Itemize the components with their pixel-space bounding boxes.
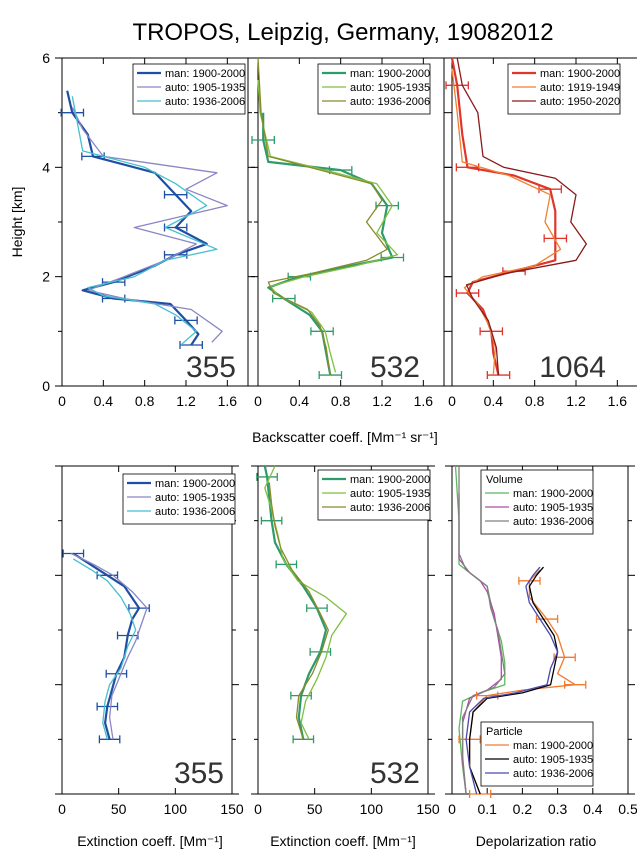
- panel-depol: 0 0.1 0.2 0.3 0.4 0.5 Volume man: 1900-2000 auto…: [445, 465, 637, 817]
- wavelength-label: 1064: [539, 351, 606, 384]
- x-tick-label: 150: [416, 801, 440, 817]
- x-tick-label: 1.2: [176, 393, 196, 409]
- x-tick-label: 50: [111, 801, 127, 817]
- legend-entry: auto: 1936-2006: [350, 502, 430, 514]
- legend-entry: man: 1900-2000: [155, 478, 235, 490]
- legend-box: [480, 469, 594, 535]
- series-line: [458, 466, 506, 795]
- x-tick-label: 0.4: [484, 393, 504, 409]
- legend-entry: man: 1900-2000: [540, 68, 620, 80]
- x-tick-label: 50: [307, 801, 323, 817]
- x-tick-label: 0.8: [525, 393, 545, 409]
- x-tick-label: 1.6: [218, 393, 238, 409]
- legend-title: Particle: [486, 726, 523, 738]
- legend-entry: man: 1900-2000: [513, 488, 593, 500]
- series-line: [66, 90, 208, 346]
- xlabel-extinction-532: Extinction coeff. [Mm⁻¹]: [270, 833, 416, 849]
- x-tick-label: 0.4: [583, 801, 603, 817]
- legend-entry: auto: 1905-1935: [350, 488, 430, 500]
- series-line: [72, 558, 137, 740]
- series-line: [71, 106, 228, 343]
- y-axis-label: Height [km]: [9, 187, 25, 258]
- xlabel-depolarization: Depolarization ratio: [476, 833, 597, 849]
- y-tick-label: 6: [42, 50, 50, 66]
- x-tick-label: 0: [448, 801, 456, 817]
- panel-bsc355: 0 0.4 0.8 1.2 1.6 0 2 4 6 Height [km] man: 1900-20…: [9, 50, 255, 409]
- legend-box: [480, 721, 594, 787]
- xlabel-backscatter: Backscatter coeff. [Mm⁻¹ sr⁻¹]: [252, 429, 438, 445]
- legend-entry: auto: 1919-1949: [540, 82, 620, 94]
- series-line: [456, 57, 587, 376]
- series-line: [257, 57, 388, 376]
- x-tick-label: 100: [164, 801, 188, 817]
- legend-entry: auto: 1950-2020: [540, 96, 620, 108]
- series-line: [454, 465, 506, 795]
- x-tick-label: 1.6: [414, 393, 434, 409]
- xlabel-extinction-355: Extinction coeff. [Mm⁻¹]: [77, 833, 223, 849]
- legend-entry: man: 1900-2000: [513, 740, 593, 752]
- wavelength-label: 355: [186, 351, 236, 384]
- x-tick-label: 0: [448, 393, 456, 409]
- x-tick-label: 1.2: [372, 393, 392, 409]
- x-tick-label: 0.4: [94, 393, 114, 409]
- legend-entry: auto: 1905-1935: [513, 502, 593, 514]
- x-tick-label: 0.8: [135, 393, 155, 409]
- legend-entry: auto: 1936-2006: [165, 96, 245, 108]
- panel-ext355: 0 50 100 150 man: 1900-2000 auto: 1905-1935 au…: [55, 465, 244, 817]
- x-tick-label: 1.6: [608, 393, 628, 409]
- series-line: [70, 552, 148, 740]
- x-tick-label: 0: [58, 801, 66, 817]
- series-line: [72, 552, 141, 740]
- legend-entry: auto: 1905-1935: [165, 82, 245, 94]
- wavelength-label: 532: [370, 757, 420, 790]
- series-line: [263, 465, 328, 740]
- series-line: [465, 566, 559, 795]
- x-tick-label: 0: [58, 393, 66, 409]
- y-tick-label: 4: [42, 159, 50, 175]
- legend-entry: auto: 1905-1935: [350, 82, 430, 94]
- x-tick-label: 0: [254, 393, 262, 409]
- x-tick-label: 100: [360, 801, 384, 817]
- legend-title: Volume: [486, 474, 523, 486]
- x-tick-label: 0.2: [513, 801, 533, 817]
- wavelength-label: 532: [370, 351, 420, 384]
- panels: 0 0.4 0.8 1.2 1.6 0 2 4 6 Height [km] man: 1900-20…: [9, 50, 637, 817]
- x-tick-label: 1.2: [566, 393, 586, 409]
- legend-entry: auto: 1905-1935: [155, 492, 235, 504]
- panel-ext532: 0 50 100 150 man: 1900-2000 auto: 1905-1935 au…: [251, 465, 440, 817]
- legend-entry: auto: 1936-2006: [513, 516, 593, 528]
- figure-title: TROPOS, Leipzig, Germany, 19082012: [132, 19, 553, 46]
- legend-entry: auto: 1936-2006: [350, 96, 430, 108]
- series-line: [451, 68, 562, 376]
- y-tick-label: 0: [42, 378, 50, 394]
- series-line: [71, 96, 218, 346]
- x-tick-label: 0.1: [477, 801, 497, 817]
- x-tick-label: 0.5: [618, 801, 637, 817]
- series-line: [468, 566, 559, 795]
- wavelength-label: 355: [174, 757, 224, 790]
- legend-entry: auto: 1905-1935: [513, 754, 593, 766]
- legend-entry: man: 1900-2000: [350, 474, 430, 486]
- legend-entry: man: 1900-2000: [165, 68, 245, 80]
- legend-entry: auto: 1936-2006: [155, 506, 235, 518]
- x-tick-label: 0.4: [290, 393, 310, 409]
- legend-entry: auto: 1936-2006: [513, 768, 593, 780]
- x-tick-label: 0: [254, 801, 262, 817]
- series-line: [450, 57, 557, 376]
- y-tick-label: 2: [42, 269, 50, 285]
- series-line: [257, 79, 399, 373]
- panel-bsc1064: 0 0.4 0.8 1.2 1.6 man: 1900-2000 auto: 1919-19…: [445, 57, 637, 409]
- panel-bsc532: 0 0.4 0.8 1.2 1.6 man: 1900-2000 auto: 1905-19…: [251, 57, 451, 409]
- x-tick-label: 0.8: [331, 393, 351, 409]
- x-tick-label: 0.3: [548, 801, 568, 817]
- series-line: [262, 112, 394, 376]
- legend-entry: man: 1900-2000: [350, 68, 430, 80]
- series-line: [268, 482, 329, 740]
- x-tick-label: 150: [220, 801, 244, 817]
